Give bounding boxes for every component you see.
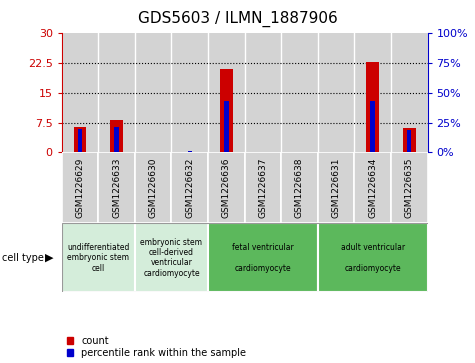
Bar	[407, 130, 411, 152]
Bar	[171, 152, 208, 223]
Bar	[62, 33, 98, 152]
Text: fetal ventricular

cardiomyocyte: fetal ventricular cardiomyocyte	[232, 243, 294, 273]
Text: GSM1226630: GSM1226630	[149, 158, 158, 218]
Text: GSM1226634: GSM1226634	[368, 158, 377, 218]
Legend: count, percentile rank within the sample: count, percentile rank within the sample	[66, 336, 246, 358]
Text: GSM1226629: GSM1226629	[76, 158, 85, 218]
Text: GDS5603 / ILMN_1887906: GDS5603 / ILMN_1887906	[138, 11, 337, 27]
Bar	[135, 152, 171, 223]
Text: GSM1226632: GSM1226632	[185, 158, 194, 218]
Bar	[366, 62, 379, 152]
Bar	[220, 69, 233, 152]
Text: GSM1226635: GSM1226635	[405, 158, 414, 218]
Text: embryonic stem
cell-derived
ventricular
cardiomyocyte: embryonic stem cell-derived ventricular …	[141, 238, 202, 278]
Text: adult ventricular

cardiomyocyte: adult ventricular cardiomyocyte	[341, 243, 405, 273]
Bar	[208, 223, 318, 292]
Bar	[318, 33, 354, 152]
Bar	[135, 33, 171, 152]
Bar	[281, 152, 318, 223]
Bar	[318, 152, 354, 223]
Bar	[281, 33, 318, 152]
Bar	[114, 127, 119, 152]
Bar	[354, 152, 391, 223]
Bar	[245, 33, 281, 152]
Bar	[354, 33, 391, 152]
Bar	[318, 223, 428, 292]
Bar	[110, 120, 123, 152]
Bar	[188, 151, 192, 152]
Bar	[78, 129, 82, 152]
Text: GSM1226638: GSM1226638	[295, 158, 304, 218]
Bar	[135, 223, 208, 292]
Text: undifferentiated
embryonic stem
cell: undifferentiated embryonic stem cell	[67, 243, 130, 273]
Text: GSM1226633: GSM1226633	[112, 158, 121, 218]
Bar	[391, 33, 428, 152]
Bar	[403, 128, 416, 152]
Bar	[245, 152, 281, 223]
Bar	[98, 33, 135, 152]
Bar	[391, 152, 428, 223]
Text: GSM1226637: GSM1226637	[258, 158, 267, 218]
Bar	[62, 223, 135, 292]
Text: GSM1226631: GSM1226631	[332, 158, 341, 218]
Bar	[224, 101, 228, 152]
Text: cell type: cell type	[2, 253, 44, 263]
Bar	[62, 152, 98, 223]
Bar	[74, 127, 86, 152]
Bar	[370, 101, 375, 152]
Text: GSM1226636: GSM1226636	[222, 158, 231, 218]
Bar	[208, 33, 245, 152]
Text: ▶: ▶	[45, 253, 54, 263]
Bar	[171, 33, 208, 152]
Bar	[98, 152, 135, 223]
Bar	[208, 152, 245, 223]
